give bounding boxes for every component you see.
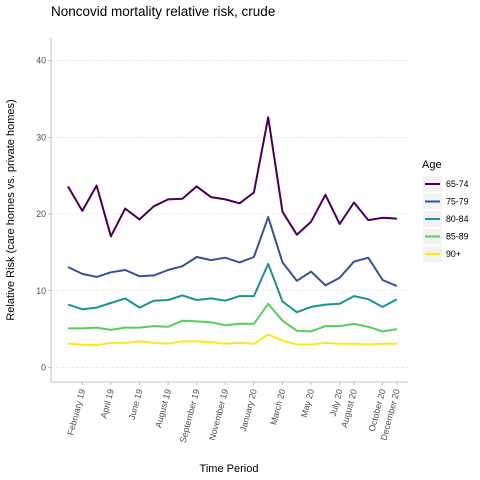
x-tick-label: August 19 [153,388,173,429]
chart-title: Noncovid mortality relative risk, crude [51,4,275,19]
x-tick-label: May 20 [299,388,316,419]
y-tick-label: 10 [36,286,46,296]
x-axis-title: Time Period [200,463,259,475]
x-tick-label: September 19 [178,388,202,444]
series-lines [67,116,398,347]
y-axis-title: Relative Risk (care homes vs. private ho… [5,99,17,320]
y-tick-label: 0 [41,363,46,373]
legend-label: 85-89 [446,232,469,242]
series-line-90 [67,333,397,347]
series-line-65-74 [67,116,397,238]
legend-label: 80-84 [446,214,469,224]
x-tick-label: November 19 [207,388,230,442]
x-tick-label: June 19 [127,388,145,421]
plot-panel [50,38,408,383]
legend: Age 65-74 75-79 80-84 85-89 90+ [422,159,469,262]
legend-label: 65-74 [446,179,469,189]
x-tick-label: January 20 [238,388,259,433]
y-tick-label: 20 [36,209,46,219]
legend-label: 75-79 [446,197,469,207]
x-tick-label: April 19 [98,388,115,420]
x-tick-label: March 20 [268,388,287,426]
y-tick-label: 40 [36,56,46,66]
legend-label: 90+ [446,249,461,259]
y-tick-label: 30 [36,132,46,142]
series-line-80-84 [67,262,398,314]
legend-title: Age [422,159,442,171]
series-line-75-79 [67,216,398,288]
y-axis-ticks: 0 10 20 30 40 [36,56,51,373]
x-tick-label: February 19 [65,388,87,437]
x-axis-ticks: February 19 April 19 June 19 August 19 Septe… [65,382,402,444]
series-line-85-89 [68,302,398,333]
